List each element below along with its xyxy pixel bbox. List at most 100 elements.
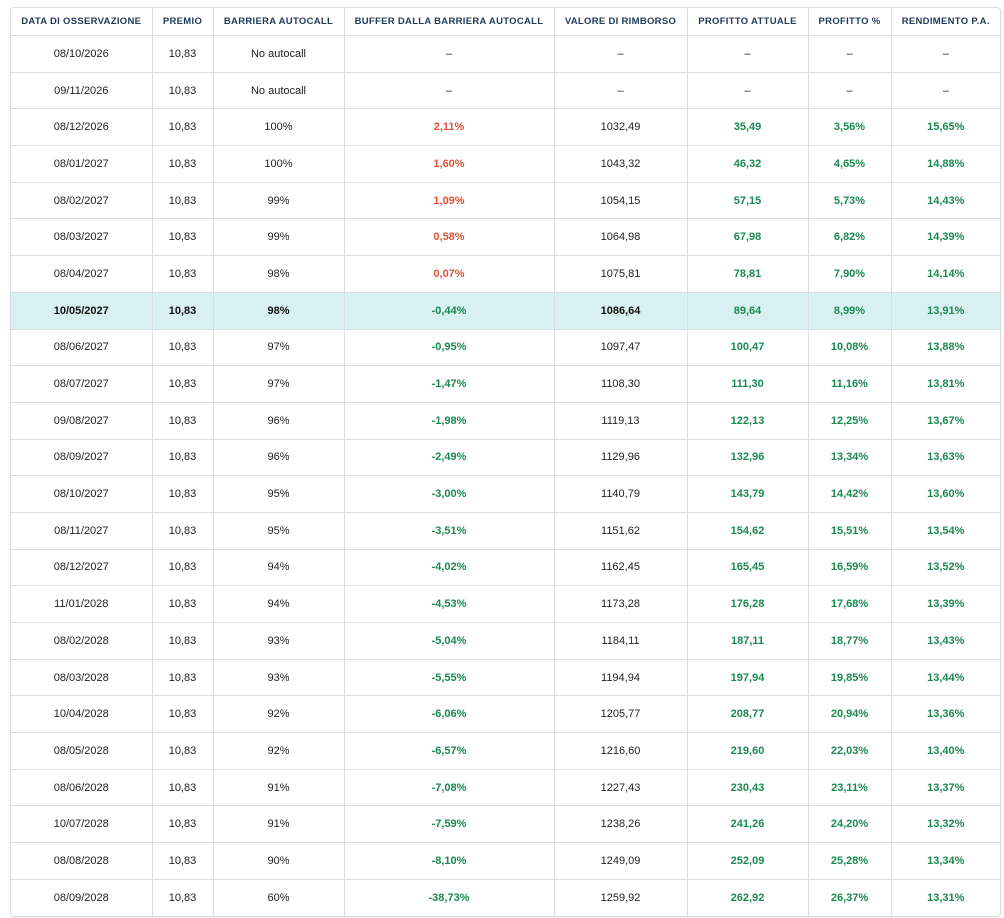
cell-profit-percent: 12,25% — [808, 402, 892, 440]
cell-current-profit: 219,60 — [687, 732, 809, 770]
cell-autocall-barrier: 91% — [213, 769, 345, 807]
cell-redemption-value: 1129,96 — [554, 439, 688, 477]
cell-profit-percent: 24,20% — [808, 805, 892, 844]
cell-profit-percent: 10,08% — [808, 329, 892, 367]
cell-barrier-buffer: -5,04% — [344, 622, 555, 660]
cell-current-profit: 176,28 — [687, 585, 809, 623]
cell-observation-date: 08/09/2027 — [11, 439, 153, 477]
cell-premium: 10,83 — [152, 402, 214, 440]
cell-observation-date: 08/08/2028 — [11, 842, 153, 880]
cell-premium: 10,83 — [152, 145, 214, 183]
cell-current-profit: 78,81 — [687, 255, 809, 293]
cell-autocall-barrier: 92% — [213, 732, 345, 770]
cell-observation-date: 08/11/2027 — [11, 512, 153, 550]
header-barrier-buffer: BUFFER DALLA BARRIERA AUTOCALL — [344, 8, 555, 36]
cell-barrier-buffer: -0,95% — [344, 329, 555, 367]
cell-profit-percent: 22,03% — [808, 732, 892, 770]
cell-observation-date: 08/12/2026 — [11, 108, 153, 147]
cell-autocall-barrier: 98% — [213, 292, 345, 330]
cell-current-profit: 35,49 — [687, 108, 809, 147]
cell-premium: 10,83 — [152, 182, 214, 220]
cell-barrier-buffer: -3,00% — [344, 475, 555, 513]
table-row: 09/11/2026 10,83 No autocall – – – – – — [11, 72, 1000, 110]
header-profit-percent: PROFITTO % — [808, 8, 892, 36]
cell-profit-percent: 18,77% — [808, 622, 892, 660]
cell-profit-percent: 17,68% — [808, 585, 892, 623]
cell-observation-date: 11/01/2028 — [11, 585, 153, 623]
table-row: 08/03/2028 10,83 93% -5,55% 1194,94 197,94 19,… — [11, 659, 1000, 697]
table-row: 08/07/2027 10,83 97% -1,47% 1108,30 111,30 11,… — [11, 365, 1000, 403]
cell-annual-yield: – — [891, 35, 1000, 73]
cell-redemption-value: 1032,49 — [554, 108, 688, 147]
cell-redemption-value: 1173,28 — [554, 585, 688, 623]
cell-premium: 10,83 — [152, 879, 214, 916]
cell-redemption-value: 1249,09 — [554, 842, 688, 880]
cell-redemption-value: 1064,98 — [554, 218, 688, 257]
cell-annual-yield: 14,43% — [891, 182, 1000, 220]
cell-premium: 10,83 — [152, 292, 214, 330]
cell-barrier-buffer: -3,51% — [344, 512, 555, 550]
cell-redemption-value: – — [554, 72, 688, 110]
cell-observation-date: 08/06/2028 — [11, 769, 153, 807]
table-row: 10/04/2028 10,83 92% -6,06% 1205,77 208,77 20,… — [11, 695, 1000, 734]
cell-observation-date: 09/11/2026 — [11, 72, 153, 110]
cell-barrier-buffer: -4,53% — [344, 585, 555, 623]
cell-profit-percent: 6,82% — [808, 218, 892, 257]
cell-redemption-value: 1054,15 — [554, 182, 688, 220]
cell-barrier-buffer: -2,49% — [344, 439, 555, 477]
table-row: 08/12/2027 10,83 94% -4,02% 1162,45 165,45 16,… — [11, 549, 1000, 587]
cell-current-profit: – — [687, 35, 809, 73]
header-premium: PREMIO — [152, 8, 214, 36]
cell-redemption-value: 1205,77 — [554, 695, 688, 734]
cell-premium: 10,83 — [152, 585, 214, 623]
cell-profit-percent: 20,94% — [808, 695, 892, 734]
cell-redemption-value: 1238,26 — [554, 805, 688, 844]
cell-annual-yield: – — [891, 72, 1000, 110]
cell-current-profit: 154,62 — [687, 512, 809, 550]
cell-profit-percent: – — [808, 72, 892, 110]
header-observation-date: DATA DI OSSERVAZIONE — [11, 8, 153, 36]
cell-observation-date: 08/10/2026 — [11, 35, 153, 73]
cell-barrier-buffer: 1,09% — [344, 182, 555, 220]
cell-current-profit: 197,94 — [687, 659, 809, 697]
cell-redemption-value: 1194,94 — [554, 659, 688, 697]
cell-premium: 10,83 — [152, 695, 214, 734]
table-row: 08/05/2028 10,83 92% -6,57% 1216,60 219,60 22,… — [11, 732, 1000, 770]
cell-profit-percent: – — [808, 35, 892, 73]
cell-profit-percent: 5,73% — [808, 182, 892, 220]
cell-barrier-buffer: -38,73% — [344, 879, 555, 916]
cell-barrier-buffer: -5,55% — [344, 659, 555, 697]
table-row: 08/10/2027 10,83 95% -3,00% 1140,79 143,79 14,… — [11, 475, 1000, 513]
cell-annual-yield: 13,37% — [891, 769, 1000, 807]
cell-profit-percent: 19,85% — [808, 659, 892, 697]
cell-premium: 10,83 — [152, 108, 214, 147]
table-row: 10/07/2028 10,83 91% -7,59% 1238,26 241,26 24,… — [11, 805, 1000, 844]
table-row: 08/09/2027 10,83 96% -2,49% 1129,96 132,96 13,… — [11, 439, 1000, 477]
cell-profit-percent: 11,16% — [808, 365, 892, 403]
cell-profit-percent: 14,42% — [808, 475, 892, 513]
cell-annual-yield: 13,36% — [891, 695, 1000, 734]
cell-autocall-barrier: 100% — [213, 108, 345, 147]
cell-observation-date: 08/12/2027 — [11, 549, 153, 587]
cell-observation-date: 08/10/2027 — [11, 475, 153, 513]
cell-current-profit: 241,26 — [687, 805, 809, 844]
cell-autocall-barrier: 91% — [213, 805, 345, 844]
cell-barrier-buffer: -0,44% — [344, 292, 555, 330]
cell-premium: 10,83 — [152, 512, 214, 550]
cell-redemption-value: 1162,45 — [554, 549, 688, 587]
cell-profit-percent: 16,59% — [808, 549, 892, 587]
cell-current-profit: 262,92 — [687, 879, 809, 916]
cell-redemption-value: 1119,13 — [554, 402, 688, 440]
cell-autocall-barrier: 92% — [213, 695, 345, 734]
cell-observation-date: 10/04/2028 — [11, 695, 153, 734]
cell-observation-date: 08/02/2028 — [11, 622, 153, 660]
cell-barrier-buffer: -7,08% — [344, 769, 555, 807]
cell-premium: 10,83 — [152, 622, 214, 660]
cell-barrier-buffer: 0,07% — [344, 255, 555, 293]
cell-premium: 10,83 — [152, 475, 214, 513]
cell-redemption-value: 1043,32 — [554, 145, 688, 183]
cell-autocall-barrier: 90% — [213, 842, 345, 880]
cell-premium: 10,83 — [152, 72, 214, 110]
cell-barrier-buffer: -1,98% — [344, 402, 555, 440]
cell-observation-date: 08/04/2027 — [11, 255, 153, 293]
